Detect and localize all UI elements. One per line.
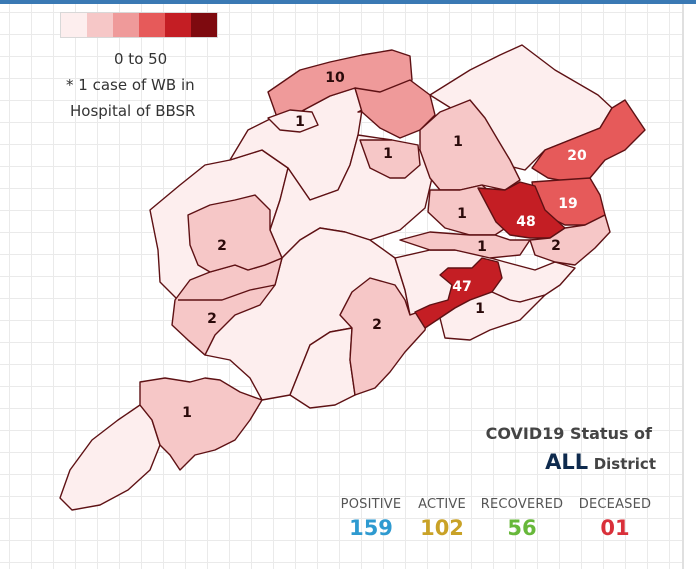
stat-deceased: DECEASED 01 <box>572 497 658 540</box>
label-district-20: 20 <box>567 148 587 164</box>
legend-swatch-2 <box>87 13 113 37</box>
status-scope-suffix: District <box>593 455 656 473</box>
district-nuapada <box>187 194 283 273</box>
legend-swatch-3 <box>113 13 139 37</box>
district-keonjhar <box>419 99 521 191</box>
legend <box>60 12 218 38</box>
stat-positive-value: 159 <box>349 516 393 540</box>
label-district-2c: 2 <box>207 311 217 327</box>
stat-recovered-value: 56 <box>507 516 537 540</box>
legend-swatch-5 <box>165 13 191 37</box>
top-accent-bar <box>0 0 696 4</box>
label-district-1f: 1 <box>475 301 485 317</box>
label-district-1g: 1 <box>182 405 192 421</box>
legend-swatch-4 <box>139 13 165 37</box>
district-koraput <box>139 377 263 471</box>
district-region-southwest <box>59 404 161 511</box>
legend-note-line2: Hospital of BBSR <box>70 102 196 120</box>
stat-positive: POSITIVE 159 <box>334 497 408 540</box>
district-balasore <box>531 99 646 183</box>
stat-active: ACTIVE 102 <box>412 497 472 540</box>
stat-recovered: RECOVERED 56 <box>476 497 568 540</box>
label-district-2d: 2 <box>372 317 382 333</box>
label-district-10: 10 <box>325 70 345 86</box>
district-cuttack <box>399 231 531 259</box>
label-district-1d: 1 <box>457 206 467 222</box>
stat-positive-label: POSITIVE <box>340 497 402 512</box>
district-deogarh <box>359 139 421 179</box>
label-district-1c: 1 <box>453 134 463 150</box>
stat-active-value: 102 <box>420 516 464 540</box>
legend-range-label: 0 to 50 <box>114 50 168 68</box>
stat-deceased-label: DECEASED <box>578 497 652 512</box>
legend-note-line1: * 1 case of WB in <box>66 76 195 94</box>
district-ganjam <box>339 277 431 396</box>
legend-color-scale <box>60 12 218 38</box>
label-district-1a: 1 <box>295 114 305 130</box>
stat-deceased-value: 01 <box>600 516 630 540</box>
status-scope: ALL District <box>545 450 656 474</box>
label-district-19: 19 <box>558 196 577 212</box>
status-scope-all: ALL <box>545 450 589 474</box>
legend-swatch-1 <box>61 13 87 37</box>
label-district-47: 47 <box>452 279 471 295</box>
status-title: COVID19 Status of <box>485 424 652 443</box>
label-district-1e: 1 <box>477 239 487 255</box>
label-district-48: 48 <box>516 214 535 230</box>
label-district-2a: 2 <box>217 238 227 254</box>
district-puri <box>439 291 546 341</box>
stat-active-label: ACTIVE <box>418 497 466 512</box>
legend-swatch-6 <box>191 13 217 37</box>
district-jharsuguda <box>267 109 319 133</box>
label-district-2b: 2 <box>551 238 561 254</box>
stat-recovered-label: RECOVERED <box>480 497 564 512</box>
label-district-1b: 1 <box>383 146 393 162</box>
district-kendrapara <box>529 214 611 266</box>
